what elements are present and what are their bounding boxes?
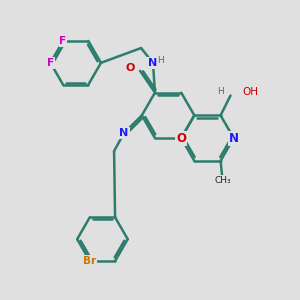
Text: F: F: [59, 36, 67, 46]
Text: N: N: [229, 132, 239, 145]
Text: F: F: [47, 58, 54, 68]
Text: OH: OH: [242, 87, 258, 97]
Text: N: N: [148, 58, 158, 68]
Text: H: H: [158, 56, 164, 65]
Text: N: N: [119, 128, 129, 138]
Text: Br: Br: [83, 256, 96, 266]
Text: H: H: [217, 87, 224, 96]
Text: O: O: [176, 132, 186, 145]
Text: O: O: [125, 63, 135, 73]
Text: CH₃: CH₃: [214, 176, 231, 185]
